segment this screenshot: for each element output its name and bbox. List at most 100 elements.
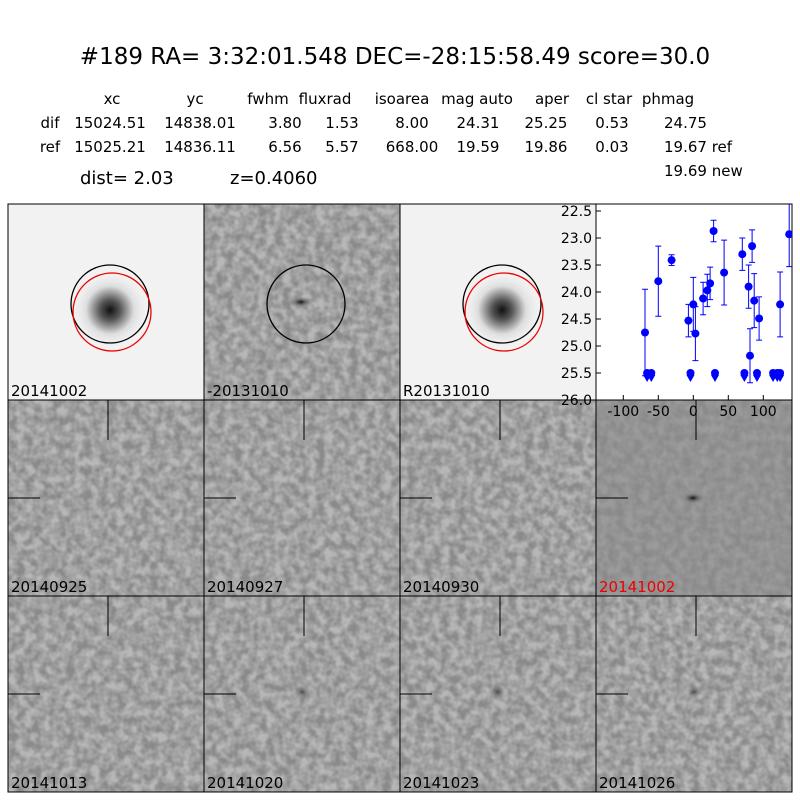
redshift: z=0.4060 [230,168,318,189]
transient [293,685,311,699]
panels: 20141002 -20131010 R20131010 20140925 201409… [7,203,793,793]
x-tick-label: -50 [647,404,670,420]
point [699,294,708,303]
cell: 3.80 [268,114,301,132]
point [703,286,712,295]
point [691,329,700,338]
point [720,268,729,277]
light-curve: -100 -50 0 50 100 22.5 23.0 23.5 24.0 24.5 25.0 25.… [561,203,793,420]
point [744,282,753,291]
y-tick-label: 25.5 [561,366,592,382]
image-noise [8,400,204,596]
panel-label: 20140927 [207,578,283,596]
cell: 24.75 [664,114,707,132]
cell: 0.03 [595,138,628,156]
point [785,230,792,239]
cell: 19.67 ref [664,138,733,156]
aperture-ref [72,272,152,352]
upper-limit [647,375,656,383]
cell: 25.25 [525,114,568,132]
image-noise [204,400,400,596]
image-noise [8,596,204,792]
cell: 14838.01 [164,114,236,132]
y-tick-label: 22.5 [561,204,592,220]
aperture [70,264,150,344]
galaxy [462,270,542,350]
cell: 15024.51 [74,114,146,132]
aperture-ref [464,272,544,352]
table: xc yc fwhm fluxrad isoarea mag auto aper cl sta… [40,90,743,180]
y-tick-label: 24.5 [561,312,592,328]
y-tick-label: 23.5 [561,258,592,274]
column-header: xc [104,90,121,108]
limit-point [686,369,695,378]
panel-label: 20141020 [207,774,283,792]
limit-point [647,369,656,378]
column-header: mag auto [441,90,513,108]
cell: 668.00 [386,138,439,156]
x-tick-label: 100 [750,404,777,420]
point [750,296,759,305]
x-tick-label: -100 [607,404,639,420]
transient [685,685,703,699]
column-header: cl star [586,90,633,108]
aperture [462,264,542,344]
cell: 19.59 [457,138,500,156]
image-frame [595,595,793,793]
upper-limit [711,375,719,383]
upper-limit [686,375,695,383]
x-tick-label: 0 [689,404,698,420]
cell: 6.56 [268,138,301,156]
transient [289,296,313,308]
panel-label: 20141002 [11,382,87,400]
cell: 19.69 new [664,162,743,180]
point [641,328,649,337]
limit-point [776,369,785,378]
column-header: fwhm [247,90,288,108]
point [706,279,715,288]
panel-label: 20141013 [11,774,87,792]
point [755,314,764,323]
x-tick-label: 50 [719,404,737,420]
cell: 19.86 [525,138,568,156]
point [776,300,785,309]
cell: 1.53 [325,114,358,132]
column-header: yc [186,90,203,108]
panel-label: -20131010 [207,382,289,400]
point [748,242,757,251]
image-noise [400,400,596,596]
cell: 0.53 [595,114,628,132]
cell: 14836.11 [164,138,236,156]
point [709,226,718,235]
panel-label: 20141023 [403,774,479,792]
row-label: ref [40,138,61,156]
point [667,256,676,265]
y-tick-label: 23.0 [561,231,592,247]
title: #189 RA= 3:32:01.548 DEC=-28:15:58.49 sc… [80,44,710,70]
cell: 5.57 [325,138,358,156]
panel-label: 20141026 [599,774,675,792]
upper-limit [776,375,785,383]
point [689,300,698,309]
cell: 15025.21 [74,138,146,156]
column-header: aper [535,90,570,108]
panel-label: 20141002 [599,578,675,596]
cell: 24.31 [457,114,500,132]
limit-point [740,369,749,378]
galaxy [70,270,150,350]
row-label: dif [41,114,61,132]
panel-label: 20140930 [403,578,479,596]
point [654,277,663,286]
limit-point [711,369,719,378]
upper-limit [740,375,749,383]
plot-clip [641,204,792,384]
cell: 8.00 [395,114,428,132]
panel-label: R20131010 [403,382,490,400]
column-header: phmag [642,90,694,108]
y-tick-label: 25.0 [561,339,592,355]
dist: dist= 2.03 [80,168,174,189]
aperture [266,264,346,344]
transient [489,685,507,699]
panel-label: 20140925 [11,578,87,596]
